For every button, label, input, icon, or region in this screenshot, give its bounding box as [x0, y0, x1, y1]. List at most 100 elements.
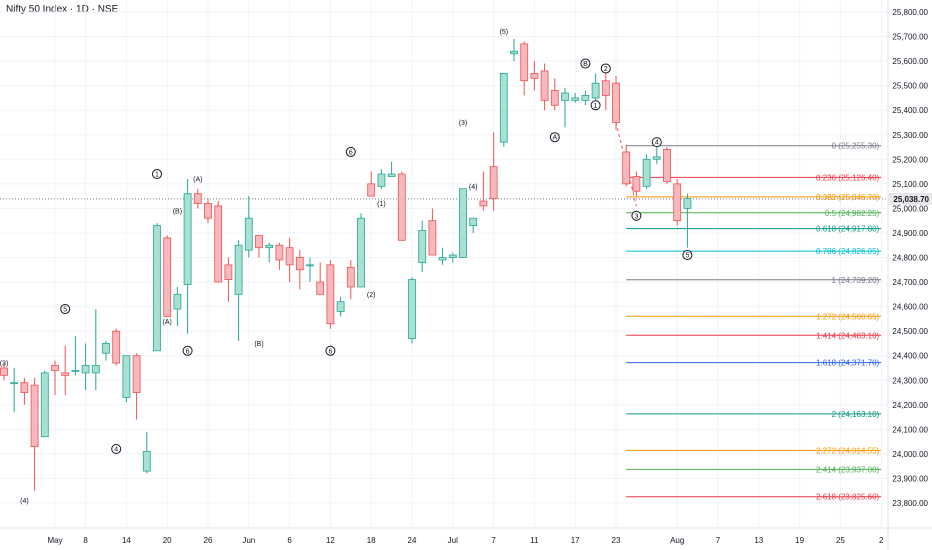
y-tick-label: 25,700.00 — [892, 33, 928, 42]
y-tick-label: 25,500.00 — [892, 82, 928, 91]
candle-body — [418, 230, 427, 263]
candle-body — [438, 257, 447, 261]
x-tick-label: 8 — [83, 536, 88, 545]
x-tick-label: May — [47, 536, 62, 545]
candle-body — [81, 365, 90, 374]
candle-body — [214, 205, 223, 283]
wave-label: (B) — [173, 208, 182, 215]
x-tick-label: Jun — [242, 536, 255, 545]
candle-body — [622, 151, 631, 185]
candle-body — [428, 220, 437, 256]
candle-body — [663, 149, 671, 182]
wave-label: 1 — [594, 103, 598, 110]
candle-body — [173, 293, 182, 310]
wave-label: 1 — [155, 172, 159, 179]
y-tick-label: 25,400.00 — [892, 106, 928, 115]
candle-body — [408, 279, 416, 339]
fib-level-label: 1 (24,709.20) — [832, 276, 880, 285]
chart-title: Nifty 50 Index · 1D · NSE — [6, 4, 119, 15]
wave-label: 2 — [604, 66, 608, 73]
wave-label: (B) — [254, 341, 263, 348]
wave-label: 4 — [114, 446, 118, 453]
candle-body — [51, 365, 59, 371]
x-tick-label: 26 — [204, 536, 213, 545]
fib-level-label: 0.786 (24,826.05) — [816, 247, 879, 256]
x-tick-label: 2 — [879, 536, 884, 545]
candle-body — [20, 382, 29, 393]
x-tick-label: 13 — [754, 536, 763, 545]
candle-body — [336, 301, 345, 312]
wave-label: (A) — [193, 176, 202, 183]
y-tick-label: 23,800.00 — [892, 499, 928, 508]
fib-level-label: 2.618 (23,825.60) — [816, 493, 879, 502]
y-tick-label: 24,000.00 — [892, 450, 928, 459]
candle-body — [673, 183, 682, 222]
candle-body — [367, 183, 376, 197]
candle-body — [275, 244, 284, 261]
x-tick-label: 7 — [491, 536, 496, 545]
wave-label: (1) — [377, 201, 386, 208]
candle-body — [581, 95, 590, 101]
candle-body — [561, 92, 569, 101]
fib-level-label: 2.414 (23,937.00) — [816, 465, 879, 474]
wave-label: 6 — [349, 149, 353, 156]
candle-body — [306, 264, 314, 267]
wave-label: 5 — [63, 307, 67, 314]
x-tick-label: 6 — [287, 536, 292, 545]
candle-body — [40, 372, 49, 438]
candle-body — [489, 166, 498, 199]
y-tick-label: 25,800.00 — [892, 8, 928, 17]
x-tick-label: 17 — [571, 536, 580, 545]
candle-body — [499, 72, 508, 143]
y-tick-label: 24,100.00 — [892, 425, 928, 434]
candle-body — [224, 264, 233, 280]
candle-body — [571, 97, 580, 101]
wave-label-circle — [580, 58, 591, 69]
y-tick-label: 23,900.00 — [892, 474, 928, 483]
wave-label-circle — [345, 146, 356, 157]
y-tick-label: 24,500.00 — [892, 327, 928, 336]
wave-label-circle — [549, 132, 560, 143]
y-tick-label: 24,600.00 — [892, 303, 928, 312]
candle-body — [459, 188, 467, 258]
wave-label: 4 — [655, 140, 659, 147]
candle-body — [183, 193, 192, 285]
candle-body — [612, 82, 620, 123]
candle-body — [295, 257, 304, 271]
wave-label-circle — [152, 169, 162, 180]
candle-body — [540, 70, 549, 101]
candle-body — [591, 82, 600, 99]
wave-label-circle — [60, 304, 71, 315]
x-tick-label: 20 — [163, 536, 172, 545]
last-price-badge — [888, 192, 932, 205]
x-tick-label: 14 — [122, 536, 131, 545]
candle-body — [510, 50, 518, 55]
fib-level-label: 0.618 (24,917.80) — [816, 225, 879, 234]
fib-level-label: 1.414 (24,483.10) — [816, 331, 879, 340]
candle-body — [61, 372, 70, 376]
candle-body — [601, 80, 610, 96]
candle-body — [204, 203, 212, 219]
candle-body — [255, 235, 263, 249]
candle-body — [10, 382, 19, 385]
candle-body — [377, 173, 386, 187]
y-tick-label: 24,400.00 — [892, 352, 928, 361]
y-tick-label: 24,200.00 — [892, 401, 928, 410]
fib-level-label: 1.618 (24,371.70) — [816, 359, 879, 368]
wave-label: (5) — [500, 29, 509, 36]
candle-body — [448, 254, 457, 258]
candle-body — [193, 193, 202, 204]
wave-label: A — [552, 135, 557, 142]
wave-label: B — [583, 61, 588, 68]
candle-body — [642, 158, 651, 187]
candle-body — [71, 370, 80, 372]
fib-level-label: 1.272 (24,560.65) — [816, 312, 879, 321]
y-tick-label: 24,700.00 — [892, 278, 928, 287]
fib-level-label: 0 (25,255.30) — [832, 142, 880, 151]
y-tick-label: 25,200.00 — [892, 155, 928, 164]
fib-level-label: 2 (24,163.10) — [832, 410, 880, 419]
candle-body — [102, 343, 110, 354]
wave-label-circle — [600, 63, 611, 74]
y-tick-label: 24,800.00 — [892, 254, 928, 263]
